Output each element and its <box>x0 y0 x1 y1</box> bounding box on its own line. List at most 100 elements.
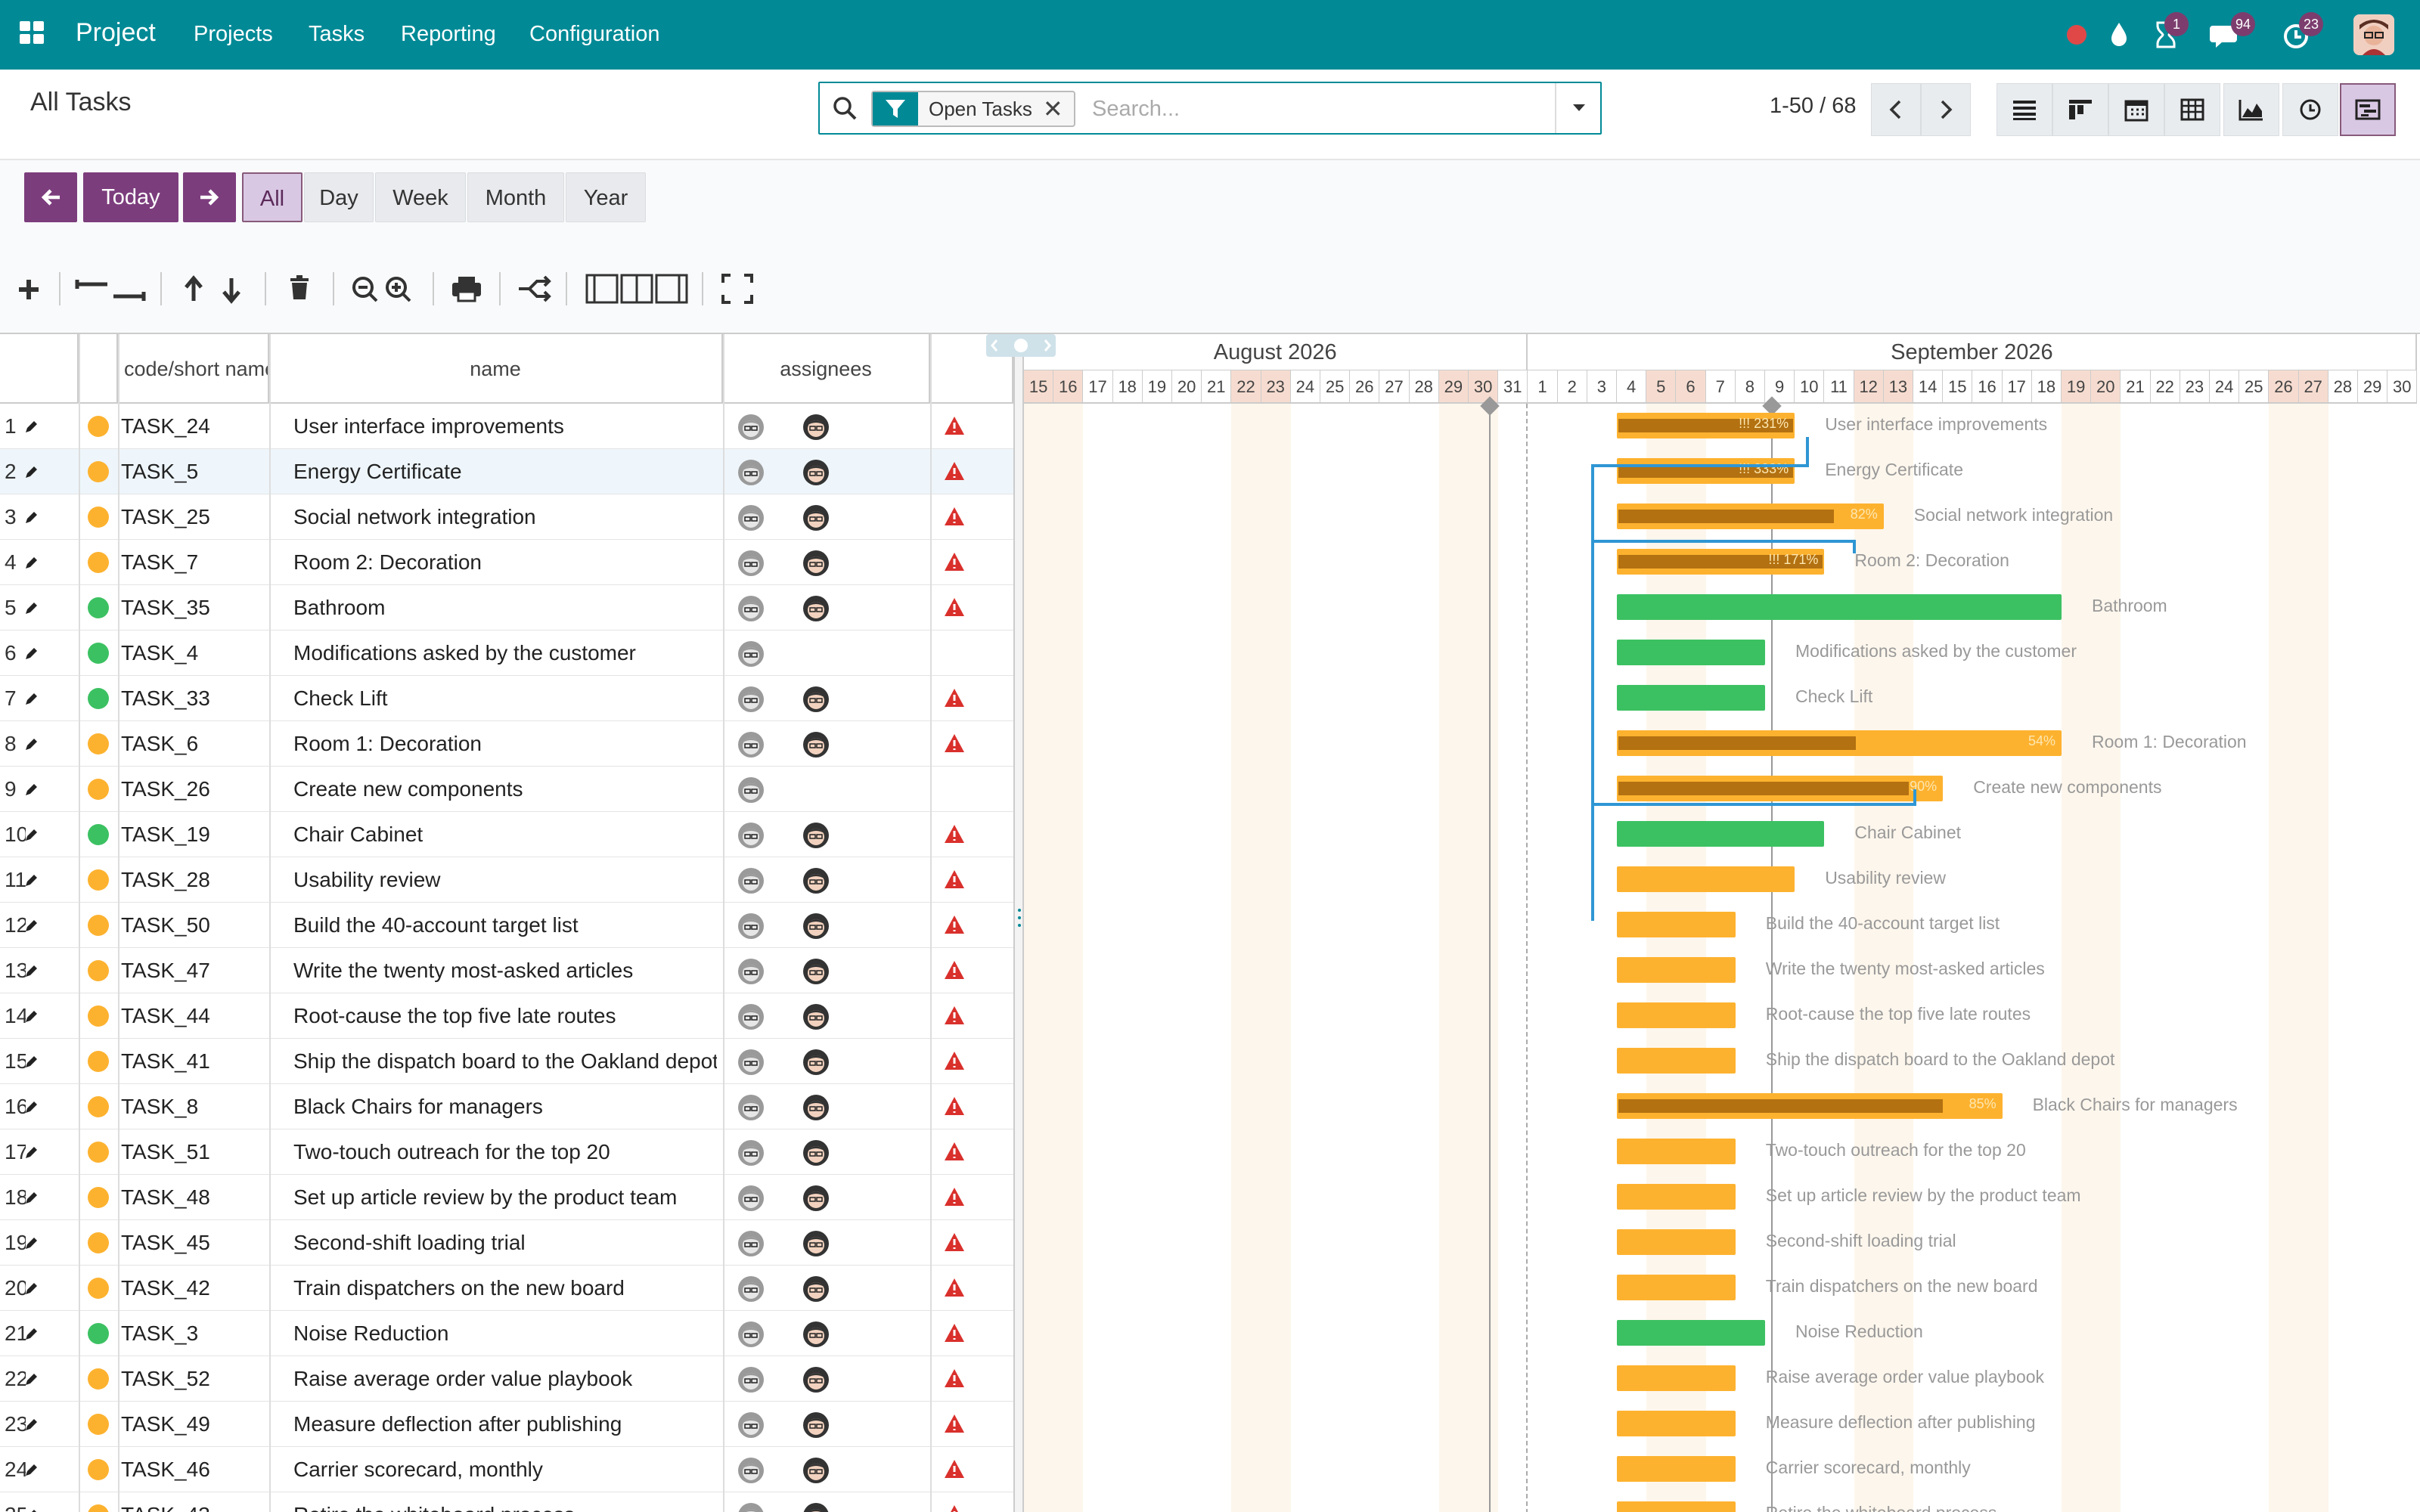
task-bar[interactable] <box>1617 1456 1736 1482</box>
task-bar[interactable] <box>1617 685 1765 711</box>
scale-week-button[interactable]: Week <box>375 172 466 222</box>
scale-year-button[interactable]: Year <box>566 172 646 222</box>
task-code[interactable]: TASK_28 <box>121 868 210 891</box>
task-name[interactable]: User interface improvements <box>293 414 564 438</box>
table-row[interactable]: 12 TASK_50 Build the 40-account target lis… <box>0 903 1013 948</box>
table-row[interactable]: 3 TASK_25 Social network integration <box>0 494 1013 540</box>
table-row[interactable]: 15 TASK_41 Ship the dispatch board to the … <box>0 1039 1013 1084</box>
task-name[interactable]: Check Lift <box>293 686 388 710</box>
task-code[interactable]: TASK_45 <box>121 1231 210 1254</box>
task-code[interactable]: TASK_52 <box>121 1367 210 1390</box>
task-code[interactable]: TASK_25 <box>121 505 210 528</box>
user-avatar[interactable] <box>2353 14 2394 55</box>
edit-icon[interactable] <box>23 1507 39 1512</box>
timeline-scroll-handle[interactable] <box>986 334 1056 357</box>
table-row[interactable]: 18 TASK_48 Set up article review by the pr… <box>0 1175 1013 1220</box>
graph-view-button[interactable] <box>2223 83 2279 136</box>
task-name[interactable]: Root-cause the top five late routes <box>293 1004 616 1027</box>
edit-icon[interactable] <box>23 1417 39 1433</box>
search-options-toggle[interactable] <box>1555 83 1600 133</box>
task-name[interactable]: Usability review <box>293 868 441 891</box>
task-code[interactable]: TASK_46 <box>121 1458 210 1481</box>
task-code[interactable]: TASK_19 <box>121 823 210 846</box>
task-code[interactable]: TASK_47 <box>121 959 210 982</box>
gantt-view-button[interactable] <box>2340 83 2396 136</box>
task-name[interactable]: Set up article review by the product tea… <box>293 1185 678 1209</box>
table-row[interactable]: 1 TASK_24 User interface improvements <box>0 404 1013 449</box>
task-bar[interactable] <box>1617 1275 1736 1300</box>
edit-icon[interactable] <box>23 736 39 753</box>
search-input[interactable] <box>1092 92 1576 125</box>
task-code[interactable]: TASK_6 <box>121 732 199 755</box>
edit-icon[interactable] <box>23 782 39 798</box>
pager-value[interactable]: 1-50 / 68 <box>1770 94 1857 118</box>
task-code[interactable]: TASK_8 <box>121 1095 199 1118</box>
pager-next-button[interactable] <box>1921 83 1971 136</box>
task-bar[interactable]: 85% <box>1617 1093 2003 1119</box>
app-name[interactable]: Project <box>76 18 156 47</box>
table-row[interactable]: 16 TASK_8 Black Chairs for managers <box>0 1084 1013 1129</box>
task-name[interactable]: Bathroom <box>293 596 386 619</box>
task-bar[interactable]: 54% <box>1617 730 2062 756</box>
table-row[interactable]: 20 TASK_42 Train dispatchers on the new bo… <box>0 1266 1013 1311</box>
table-row[interactable]: 4 TASK_7 Room 2: Decoration <box>0 540 1013 585</box>
table-row[interactable]: 10 TASK_19 Chair Cabinet <box>0 812 1013 857</box>
task-name[interactable]: Build the 40-account target list <box>293 913 579 937</box>
edit-icon[interactable] <box>23 1190 39 1207</box>
task-bar[interactable]: 90% <box>1617 776 1944 801</box>
task-code[interactable]: TASK_43 <box>121 1492 265 1512</box>
task-bar[interactable] <box>1617 640 1765 665</box>
menu-tasks[interactable]: Tasks <box>309 22 365 46</box>
edit-icon[interactable] <box>23 827 39 844</box>
task-name[interactable]: Second-shift loading trial <box>293 1231 526 1254</box>
calendar-view-button[interactable] <box>2108 83 2164 136</box>
task-code[interactable]: TASK_3 <box>121 1321 199 1345</box>
search-box[interactable]: Open Tasks ✕ <box>818 82 1602 135</box>
task-bar[interactable] <box>1617 1411 1736 1436</box>
task-code[interactable]: TASK_44 <box>121 1004 210 1027</box>
scale-day-button[interactable]: Day <box>304 172 374 222</box>
task-name[interactable]: Two-touch outreach for the top 20 <box>293 1140 610 1163</box>
task-bar[interactable] <box>1617 594 2062 620</box>
apps-menu-icon[interactable] <box>20 21 48 47</box>
task-bar[interactable]: 82% <box>1617 503 1884 529</box>
table-row[interactable]: 22 TASK_52 Raise average order value playb… <box>0 1356 1013 1402</box>
task-code[interactable]: TASK_42 <box>121 1276 210 1300</box>
add-task-icon[interactable] <box>12 266 54 311</box>
edit-icon[interactable] <box>23 510 39 526</box>
next-period-button[interactable] <box>183 172 236 222</box>
edit-icon[interactable] <box>23 555 39 572</box>
edit-icon[interactable] <box>23 1371 39 1388</box>
pivot-view-button[interactable] <box>2164 83 2220 136</box>
grid-splitter[interactable] <box>1013 334 1024 1512</box>
edit-icon[interactable] <box>23 1281 39 1297</box>
table-row[interactable]: 24 TASK_46 Carrier scorecard, monthly <box>0 1447 1013 1492</box>
task-name[interactable]: Ship the dispatch board to the Oakland d… <box>293 1049 717 1073</box>
task-name[interactable]: Room 1: Decoration <box>293 732 482 755</box>
task-code[interactable]: TASK_51 <box>121 1140 210 1163</box>
edit-icon[interactable] <box>23 1009 39 1025</box>
column-layout-icon[interactable] <box>584 266 690 311</box>
task-bar[interactable]: !!! 231% <box>1617 413 1795 438</box>
edit-icon[interactable] <box>23 419 39 435</box>
today-button[interactable]: Today <box>83 172 178 222</box>
table-row[interactable]: 8 TASK_6 Room 1: Decoration <box>0 721 1013 767</box>
task-name[interactable]: Social network integration <box>293 505 536 528</box>
task-bar[interactable] <box>1617 1229 1736 1255</box>
remove-facet-icon[interactable]: ✕ <box>1042 95 1063 122</box>
indent-outdent-icon[interactable] <box>73 266 148 311</box>
table-row[interactable]: 6 TASK_4 Modifications asked by the custom… <box>0 631 1013 676</box>
task-bar[interactable] <box>1617 1320 1765 1346</box>
task-bar[interactable] <box>1617 1184 1736 1210</box>
table-row[interactable]: 5 TASK_35 Bathroom <box>0 585 1013 631</box>
delete-task-icon[interactable] <box>281 266 324 311</box>
task-name[interactable]: Create new components <box>293 777 523 801</box>
list-view-button[interactable] <box>1996 83 2052 136</box>
edit-icon[interactable] <box>23 646 39 662</box>
activity-view-button[interactable] <box>2282 83 2338 136</box>
task-name[interactable]: Chair Cabinet <box>293 823 424 846</box>
scale-month-button[interactable]: Month <box>467 172 564 222</box>
task-bar[interactable] <box>1617 821 1825 847</box>
task-name[interactable]: Write the twenty most-asked articles <box>293 959 634 982</box>
status-dot-icon[interactable] <box>2059 17 2095 53</box>
